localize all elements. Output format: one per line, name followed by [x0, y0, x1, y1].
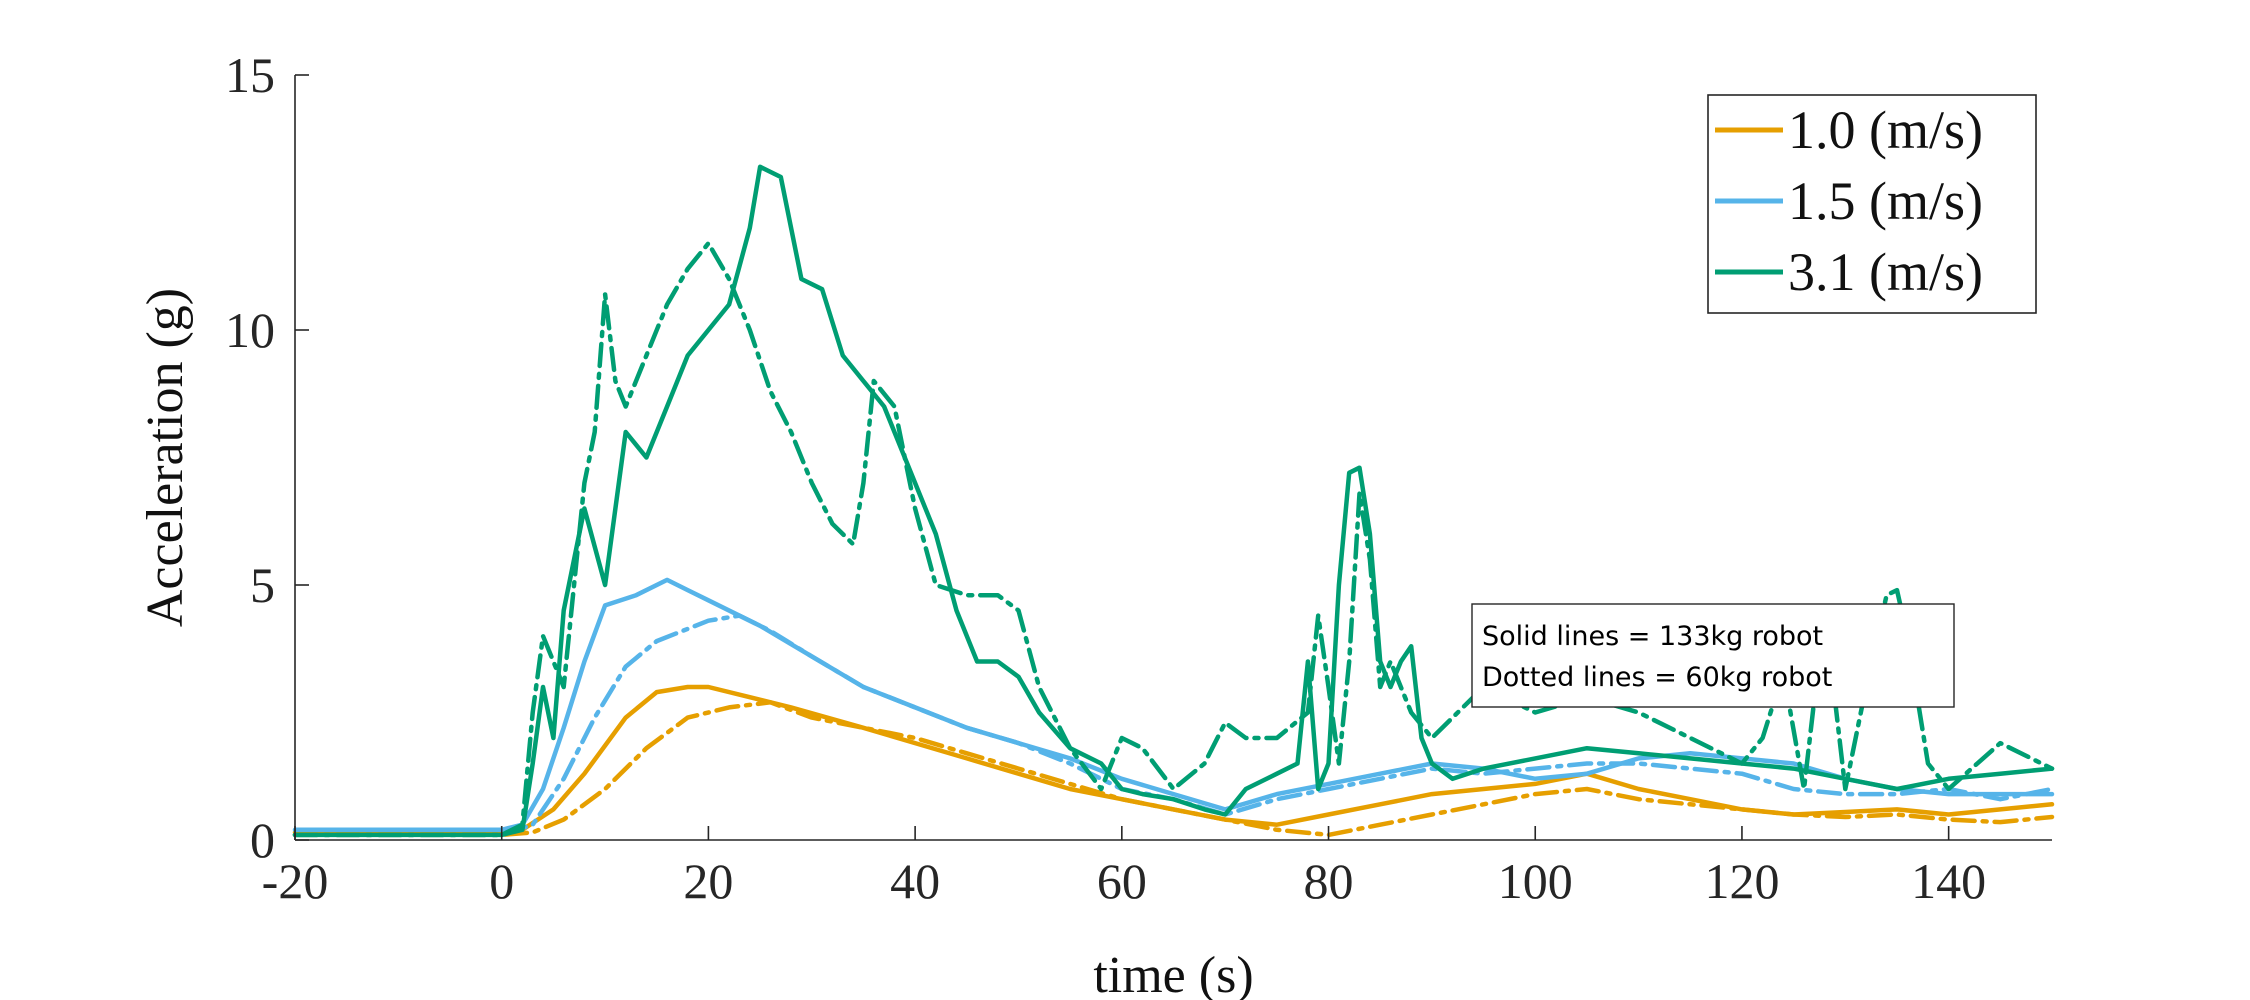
annotation-line-1: Solid lines = 133kg robot: [1482, 621, 1823, 652]
legend-label-2: 1.5 (m/s): [1788, 171, 1983, 231]
y-tick-label: 5: [250, 557, 275, 613]
legend: 1.0 (m/s) 1.5 (m/s) 3.1 (m/s): [1707, 94, 2037, 314]
x-tick-label: 80: [1304, 853, 1354, 909]
series-line-2: [292, 700, 2055, 838]
annotation-box: Solid lines = 133kg robot Dotted lines =…: [1471, 603, 1955, 708]
x-tick-label: 100: [1498, 853, 1573, 909]
x-tick-label: 40: [890, 853, 940, 909]
legend-label-3: 3.1 (m/s): [1788, 242, 1983, 302]
legend-label-1: 1.0 (m/s): [1788, 100, 1983, 160]
x-tick-label: -20: [262, 853, 329, 909]
x-tick-label: 60: [1097, 853, 1147, 909]
y-tick-label: 0: [250, 812, 275, 868]
x-axis-title: time (s): [1093, 947, 1253, 1000]
y-tick-label: 10: [225, 302, 275, 358]
annotation-frame: [1471, 603, 1955, 708]
series-line-5: [292, 164, 2055, 838]
annotation-line-2: Dotted lines = 60kg robot: [1482, 662, 1832, 693]
series-line-3: [292, 577, 2055, 833]
y-axis-title: Acceleration (g): [137, 288, 194, 627]
x-tick-label: 140: [1911, 853, 1986, 909]
x-tick-label: 0: [489, 853, 514, 909]
series-layer: [292, 164, 2055, 838]
x-tick-label: 20: [683, 853, 733, 909]
x-tick-label: 120: [1704, 853, 1779, 909]
series-line-6: [292, 241, 2055, 838]
y-tick-label: 15: [225, 47, 275, 103]
